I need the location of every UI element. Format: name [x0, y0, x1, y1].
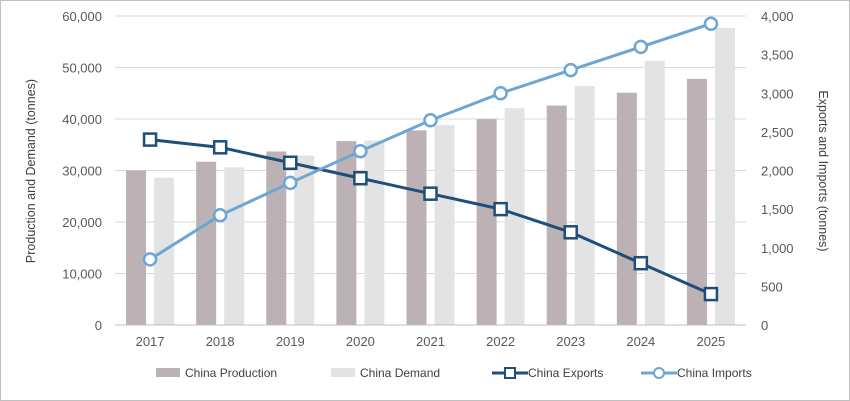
line-series — [142, 16, 719, 302]
point-china-imports — [633, 39, 649, 55]
x-tick-label: 2021 — [416, 334, 445, 349]
x-tick-label: 2024 — [626, 334, 655, 349]
y2-tick-label: 0 — [761, 318, 768, 333]
point-china-imports — [423, 113, 438, 128]
y-tick-label: 60,000 — [62, 9, 102, 24]
y2-tick-label: 500 — [761, 279, 783, 294]
point-china-exports — [423, 186, 438, 201]
bar-china-demand — [434, 125, 455, 326]
y-tick-label: 20,000 — [62, 215, 102, 230]
bar-china-demand — [714, 27, 735, 325]
y-axis-title: Production and Demand (tonnes) — [24, 79, 38, 263]
bar-china-production — [616, 92, 637, 325]
bar-china-production — [476, 119, 497, 325]
bar-china-demand — [644, 60, 665, 326]
legend-marker-china-imports — [653, 367, 665, 379]
x-tick-label: 2025 — [696, 334, 725, 349]
bar-china-production — [126, 170, 147, 325]
legend-swatch-china-demand — [331, 368, 355, 377]
y-tick-label: 10,000 — [62, 267, 102, 282]
bar-china-production — [546, 105, 567, 325]
y-tick-label: 50,000 — [62, 61, 102, 76]
y2-tick-label: 1,500 — [761, 202, 794, 217]
y-tick-label: 0 — [95, 318, 102, 333]
bar-china-production — [266, 151, 287, 325]
y2-tick-label: 4,000 — [761, 9, 794, 24]
point-china-exports — [283, 155, 298, 171]
point-china-imports — [142, 252, 158, 267]
bar-china-production — [686, 78, 707, 325]
x-tick-label: 2019 — [276, 334, 305, 349]
point-china-exports — [142, 132, 158, 147]
point-china-imports — [493, 86, 508, 101]
legend-label-china-production: China Production — [185, 366, 277, 380]
x-tick-label: 2018 — [206, 334, 235, 349]
x-tick-label: 2023 — [556, 334, 585, 349]
legend: China Production China Demand China Export… — [156, 366, 752, 380]
point-china-exports — [353, 170, 368, 186]
legend-label-china-exports: China Exports — [528, 366, 603, 380]
y2-axis-title: Exports and Imports (tonnes) — [816, 90, 830, 251]
y2-tick-label: 1,000 — [761, 241, 794, 256]
point-china-imports — [353, 143, 368, 159]
point-china-exports — [563, 225, 578, 240]
y2-tick-label: 2,500 — [761, 125, 794, 140]
x-tick-label: 2022 — [486, 334, 515, 349]
bar-china-production — [196, 161, 217, 325]
bar-china-demand — [364, 140, 385, 325]
y2-tick-label: 2,000 — [761, 164, 794, 179]
legend-marker-china-exports — [504, 367, 516, 379]
point-china-imports — [703, 16, 719, 31]
bar-china-production — [406, 130, 427, 325]
y2-tick-label: 3,000 — [761, 86, 794, 101]
point-china-exports — [703, 286, 719, 302]
legend-label-china-demand: China Demand — [360, 366, 440, 380]
x-tick-label: 2020 — [346, 334, 375, 349]
bar-series — [126, 27, 735, 326]
point-china-exports — [212, 140, 228, 155]
point-china-exports — [493, 201, 508, 217]
legend-swatch-china-production — [156, 368, 180, 377]
axes: Production and Demand (tonnes) Exports a… — [24, 9, 830, 349]
bar-china-demand — [294, 155, 315, 325]
y-tick-label: 30,000 — [62, 164, 102, 179]
y2-tick-label: 3,500 — [761, 48, 794, 63]
point-china-imports — [563, 62, 578, 78]
point-china-imports — [212, 208, 228, 223]
bar-china-production — [336, 141, 357, 325]
point-china-imports — [283, 175, 298, 191]
bar-china-demand — [224, 167, 245, 325]
bar-china-demand — [504, 108, 525, 325]
y-tick-label: 40,000 — [62, 112, 102, 127]
bar-china-demand — [574, 86, 595, 325]
legend-label-china-imports: China Imports — [677, 366, 752, 380]
x-tick-label: 2017 — [136, 334, 165, 349]
point-china-exports — [633, 255, 649, 271]
